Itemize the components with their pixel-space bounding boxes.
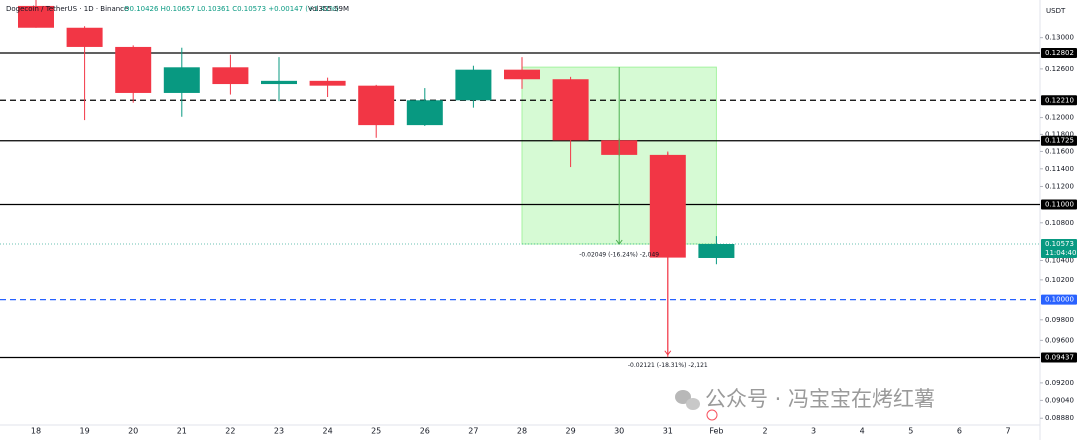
x-tick-label: 29 <box>566 427 576 436</box>
level-label-box <box>1041 352 1077 363</box>
x-tick-label: 21 <box>177 427 187 436</box>
level-label-box <box>1041 95 1077 106</box>
x-tick-label: 7 <box>1005 427 1010 436</box>
x-tick-label: 30 <box>614 427 624 436</box>
candle-body <box>115 46 152 93</box>
arrow-head <box>615 239 623 245</box>
y-tick-label: 0.12000 <box>1045 114 1074 122</box>
x-tick-label: Feb <box>709 427 723 436</box>
y-unit: USDT <box>1046 7 1066 15</box>
y-tick-label: 0.09200 <box>1045 379 1074 387</box>
x-tick-label: 6 <box>957 427 962 436</box>
arrow-head <box>664 350 672 356</box>
y-tick-label: 0.09800 <box>1045 316 1074 324</box>
level-label: 0.12210 <box>1045 96 1074 104</box>
candle-body <box>309 80 346 86</box>
candle-body <box>212 67 249 85</box>
y-tick-label: 0.13000 <box>1045 34 1074 42</box>
level-label: 0.12802 <box>1045 49 1074 57</box>
y-tick-label: 0.10200 <box>1045 276 1074 284</box>
candle-body <box>552 79 589 141</box>
x-tick-label: 20 <box>128 427 138 436</box>
x-tick-label: 24 <box>323 427 333 436</box>
level-label: 0.10000 <box>1045 296 1074 304</box>
x-tick-label: 18 <box>31 427 41 436</box>
candle-body <box>455 69 492 101</box>
x-tick-label: 31 <box>663 427 673 436</box>
x-tick-label: 23 <box>274 427 284 436</box>
candle-body <box>66 27 103 47</box>
y-tick-label: 0.11600 <box>1045 147 1074 155</box>
watermark: 公众号 · 冯宝宝在烤红薯 <box>705 387 935 411</box>
ohlc-summary: O0.10426 H0.10657 L0.10361 C0.10573 +0.0… <box>124 5 339 13</box>
level-label-box <box>1041 48 1077 59</box>
level-label: 0.11725 <box>1045 137 1074 145</box>
candle-body <box>18 5 54 28</box>
candle-body <box>163 67 200 93</box>
candle-body <box>406 100 443 126</box>
x-tick-label: 4 <box>860 427 865 436</box>
y-tick-label: 0.08880 <box>1045 414 1074 422</box>
y-tick-label: 0.11800 <box>1045 130 1074 138</box>
x-tick-label: 26 <box>420 427 430 436</box>
level-label: 0.11000 <box>1045 200 1074 208</box>
y-tick-label: 0.09600 <box>1045 336 1074 344</box>
countdown: 11:04:40 <box>1045 249 1076 257</box>
last-price-box <box>1041 239 1077 259</box>
x-tick-label: 3 <box>811 427 816 436</box>
chart-title: Dogecoin / TetherUS · 1D · Binance <box>6 5 128 13</box>
y-tick-label: 0.10800 <box>1045 219 1074 227</box>
watermark-icon <box>675 390 700 410</box>
y-tick-label: 0.11400 <box>1045 165 1074 173</box>
last-price-label: 0.10573 <box>1045 240 1074 248</box>
x-tick-label: 25 <box>371 427 381 436</box>
measure-label: -0.02121 (-18.31%) -2,121 <box>628 362 708 369</box>
logo-icon <box>706 409 718 421</box>
level-label: 0.09437 <box>1045 353 1074 361</box>
x-tick-label: 22 <box>225 427 235 436</box>
y-tick-label: 0.09040 <box>1045 396 1074 404</box>
level-label-box <box>1041 199 1077 210</box>
x-tick-label: 27 <box>468 427 478 436</box>
candle-body <box>698 244 735 258</box>
level-label-box <box>1041 135 1077 146</box>
candle-body <box>261 80 297 85</box>
y-tick-label: 0.11200 <box>1045 182 1074 190</box>
candle-body <box>358 85 395 126</box>
plot <box>0 0 1040 359</box>
x-tick-label: 28 <box>517 427 527 436</box>
candle-body <box>504 69 540 80</box>
volume: Vol355.59M <box>308 5 349 13</box>
y-tick-label: 0.10400 <box>1045 256 1074 264</box>
x-tick-label: 2 <box>762 427 767 436</box>
x-tick-label: 19 <box>80 427 90 436</box>
level-label-box <box>1041 294 1077 305</box>
y-tick-label: 0.12600 <box>1045 65 1074 73</box>
x-tick-label: 5 <box>908 427 913 436</box>
measure-label: -0.02049 (-16.24%) -2,049 <box>579 252 659 259</box>
